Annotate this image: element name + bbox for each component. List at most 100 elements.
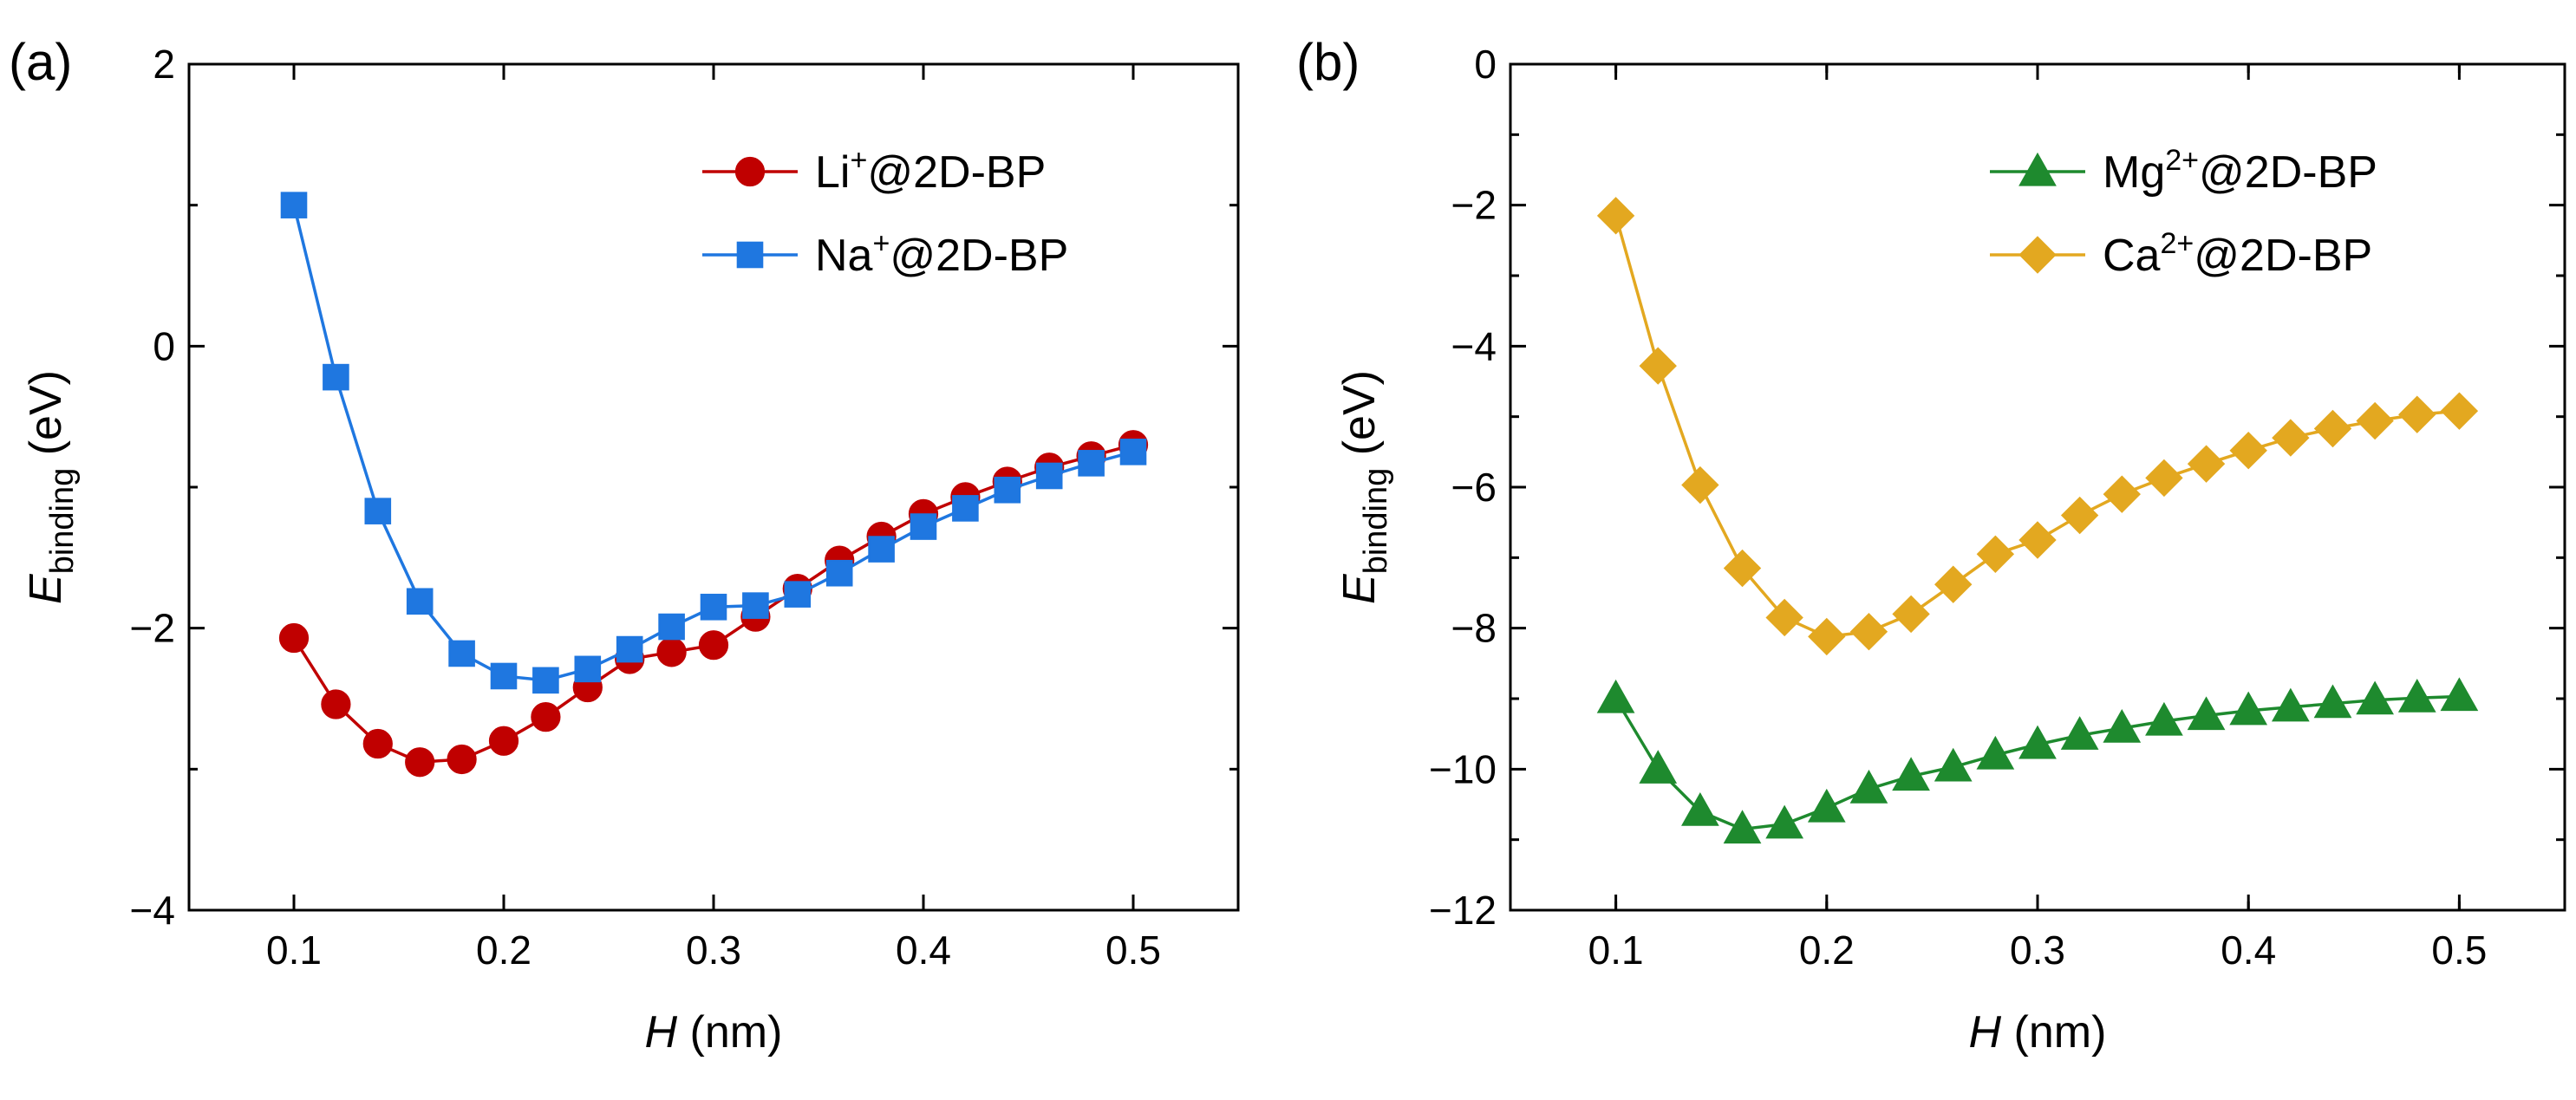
data-point (1119, 439, 1147, 465)
data-point (2313, 684, 2352, 719)
data-point (1723, 810, 1762, 844)
data-point (1765, 804, 1804, 839)
y-tick-label: −4 (130, 888, 175, 933)
data-point (532, 667, 559, 694)
panel-label: (a) (9, 33, 72, 91)
data-point (1639, 347, 1677, 385)
x-tick-label: 0.1 (266, 928, 322, 973)
legend-marker (736, 241, 764, 269)
data-point (405, 747, 435, 778)
data-point (2060, 716, 2099, 750)
data-point (658, 613, 685, 641)
legend-label: Li+@2D-BP (815, 144, 1046, 198)
data-point (1849, 769, 1888, 804)
series-ca (1596, 197, 2479, 656)
data-point (2103, 475, 2141, 513)
y-axis-title: Ebinding (eV) (21, 370, 81, 604)
y-tick-label: 0 (153, 323, 175, 368)
data-point (1976, 535, 2015, 573)
data-point (2440, 392, 2479, 430)
y-tick-label: −6 (1451, 465, 1497, 510)
data-point (1723, 549, 1762, 588)
x-tick-label: 0.2 (1799, 928, 1855, 973)
data-point (825, 559, 853, 587)
series-na (280, 192, 1147, 694)
data-point (362, 728, 393, 759)
y-tick-label: −2 (1451, 183, 1497, 228)
data-point (700, 593, 727, 621)
legend-label: Mg2+@2D-BP (2103, 144, 2377, 198)
data-point (1035, 462, 1063, 490)
legend-marker (2018, 152, 2057, 186)
legend-entry: Ca2+@2D-BP (1990, 227, 2372, 281)
data-point (742, 592, 769, 619)
data-point (321, 689, 351, 719)
legend-label: Na+@2D-BP (815, 227, 1068, 281)
data-point (1934, 747, 1973, 782)
x-tick-label: 0.4 (896, 928, 951, 973)
x-tick-label: 0.1 (1588, 928, 1644, 973)
data-point (2313, 409, 2352, 448)
x-tick-label: 0.3 (686, 928, 741, 973)
panel-label: (b) (1296, 33, 1360, 91)
legend-entry: Mg2+@2D-BP (1990, 144, 2377, 198)
data-point (1976, 735, 2015, 770)
data-point (2272, 419, 2310, 457)
data-point (488, 726, 519, 756)
data-point (1807, 788, 1846, 823)
data-point (616, 635, 643, 663)
legend-marker (2018, 236, 2057, 274)
data-point (278, 622, 310, 654)
legend-entry: Li+@2D-BP (702, 144, 1046, 198)
data-point (447, 744, 477, 775)
y-tick-label: −10 (1429, 746, 1497, 791)
data-point (2356, 401, 2394, 440)
data-point (2229, 432, 2267, 470)
x-tick-label: 0.2 (476, 928, 532, 973)
data-point (1596, 679, 1635, 713)
y-tick-label: 0 (1474, 42, 1497, 87)
data-point (2018, 725, 2057, 759)
panel-b: 0.1 0.2 0.3 0.4 0.5 −12 −10 −8 −6 −4 −2 0 H (nm) Ebin… (1296, 33, 2566, 1058)
data-point (868, 536, 895, 563)
data-point (448, 640, 475, 667)
data-point (2356, 680, 2394, 715)
data-point (1849, 613, 1888, 651)
data-point (323, 363, 349, 391)
legend-entry: Na+@2D-BP (702, 227, 1068, 281)
data-point (656, 637, 687, 667)
data-point (910, 513, 937, 540)
y-tick-label: −8 (1451, 606, 1497, 651)
y-tick-label: 2 (153, 42, 175, 87)
y-tick-label: −2 (130, 606, 175, 651)
data-point (784, 581, 812, 608)
data-point (2060, 496, 2099, 535)
legend-marker (734, 156, 766, 187)
data-point (952, 495, 979, 522)
data-point (2187, 445, 2226, 483)
x-tick-label: 0.5 (1105, 928, 1161, 973)
plot-frame (187, 62, 1240, 912)
legend-label: Ca2+@2D-BP (2103, 227, 2372, 281)
data-point (1596, 197, 1635, 235)
data-point (531, 702, 561, 732)
data-point (2229, 691, 2268, 726)
data-point (1681, 791, 1719, 826)
data-point (1639, 750, 1678, 784)
data-point (2440, 677, 2479, 712)
panel-a: 0.1 0.2 0.3 0.4 0.5 −4 −2 0 2 H (nm) Ebinding (eV)… (9, 33, 1240, 1058)
x-axis-title: H (nm) (1969, 1007, 2107, 1058)
data-point (2145, 459, 2183, 498)
x-tick-label: 0.3 (2010, 928, 2065, 973)
data-point (1892, 757, 1930, 791)
data-point (2187, 696, 2226, 731)
data-point (1681, 465, 1719, 504)
data-point (2018, 521, 2057, 559)
data-point (2398, 395, 2436, 433)
data-point (994, 476, 1021, 504)
data-point (1765, 598, 1803, 637)
data-point (2145, 701, 2183, 736)
data-point (2397, 679, 2436, 713)
data-point (364, 498, 392, 524)
